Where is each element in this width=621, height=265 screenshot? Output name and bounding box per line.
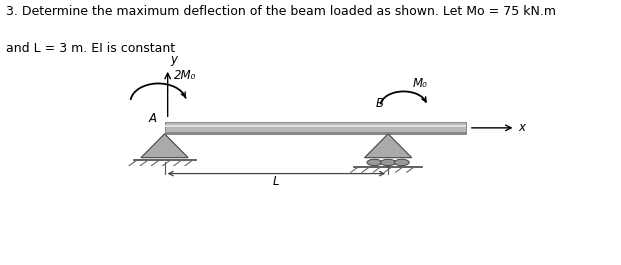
- Text: A: A: [149, 112, 157, 125]
- Text: L: L: [273, 175, 279, 188]
- Text: M₀: M₀: [413, 77, 428, 90]
- Bar: [165, 125, 466, 127]
- Text: B: B: [376, 97, 384, 110]
- Text: and L = 3 m. EI is constant: and L = 3 m. EI is constant: [6, 42, 175, 55]
- Text: y: y: [171, 53, 178, 66]
- Text: x: x: [519, 121, 525, 134]
- Polygon shape: [365, 134, 412, 158]
- Bar: [165, 122, 466, 134]
- Polygon shape: [141, 134, 188, 158]
- Circle shape: [367, 159, 382, 166]
- Text: 3. Determine the maximum deflection of the beam loaded as shown. Let Mo = 75 kN.: 3. Determine the maximum deflection of t…: [6, 5, 556, 18]
- Text: 2M₀: 2M₀: [174, 69, 196, 82]
- Circle shape: [381, 159, 396, 166]
- Circle shape: [394, 159, 409, 166]
- Bar: [165, 132, 466, 134]
